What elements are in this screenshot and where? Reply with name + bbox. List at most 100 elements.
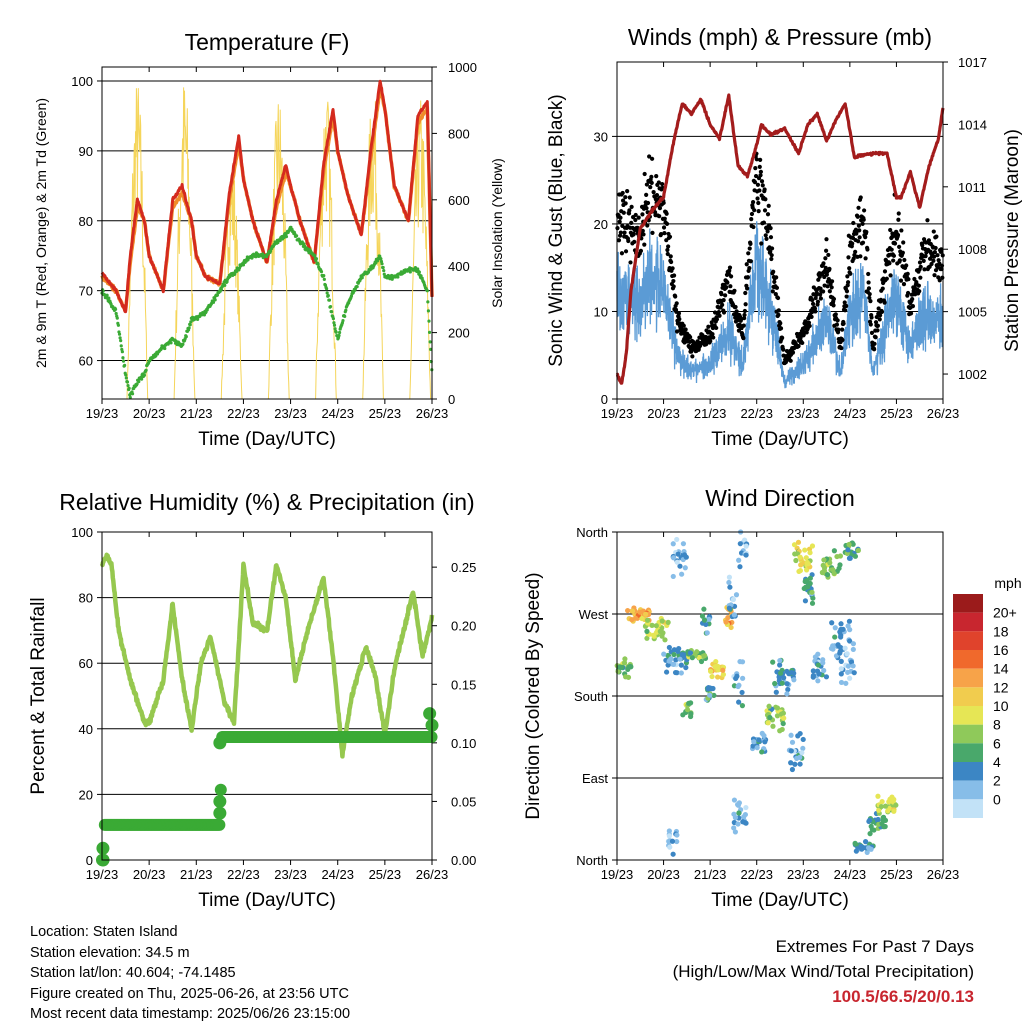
gust-point: [937, 278, 942, 283]
direction-point: [709, 673, 715, 680]
direction-point: [688, 710, 694, 717]
direction-point: [743, 552, 749, 558]
direction-point: [767, 714, 773, 721]
x-tick-label: 21/23: [180, 406, 213, 421]
gust-point: [617, 219, 622, 224]
gust-point: [644, 182, 649, 187]
gust-point: [906, 277, 911, 282]
y-tick-label: 0: [86, 853, 93, 868]
x-tick-label: 22/23: [740, 867, 773, 882]
direction-point: [835, 642, 841, 648]
gust-point: [623, 201, 628, 206]
gust-point: [704, 342, 709, 347]
gust-point: [858, 254, 863, 259]
gust-point: [650, 156, 655, 161]
dewpoint-point: [105, 293, 109, 297]
plot-frame: [616, 61, 944, 400]
dewpoint-point: [121, 356, 125, 360]
gust-point: [665, 247, 670, 253]
direction-point: [846, 555, 853, 561]
gust-point: [905, 271, 910, 276]
direction-point: [875, 793, 881, 799]
direction-point: [788, 760, 794, 766]
gust-point: [935, 253, 940, 258]
chart-title: Wind Direction: [705, 485, 855, 511]
gust-point: [714, 325, 719, 331]
direction-point: [629, 608, 636, 614]
gust-point: [749, 211, 755, 217]
direction-point: [670, 851, 676, 857]
gust-point: [878, 313, 883, 318]
dewpoint-point: [181, 342, 185, 346]
y-axis-label: Sonic Wind & Gust (Blue, Black): [546, 94, 567, 366]
direction-point: [784, 681, 790, 687]
dewpoint-point: [428, 340, 432, 344]
direction-point: [770, 659, 776, 665]
direction-point: [644, 617, 651, 623]
y2-tick-label: 0.05: [451, 794, 476, 809]
gust-point: [727, 265, 733, 270]
x-tick-label: 26/23: [927, 406, 960, 421]
dewpoint-point: [330, 310, 334, 314]
direction-point: [809, 543, 816, 549]
y-axis-label: Percent & Total Rainfall: [28, 597, 49, 794]
gust-point: [888, 273, 893, 278]
gust-point: [773, 291, 778, 297]
y-tick-label: 80: [79, 214, 93, 229]
direction-point: [842, 645, 848, 651]
direction-point: [732, 829, 738, 835]
gust-point: [851, 220, 856, 226]
gust-point: [866, 280, 871, 285]
gust-point: [671, 273, 677, 278]
y-tick-label: 100: [71, 74, 93, 89]
direction-point: [667, 844, 673, 850]
direction-point: [844, 651, 850, 657]
direction-point: [622, 656, 628, 662]
y-tick-label: 10: [594, 304, 608, 319]
direction-point: [810, 672, 817, 679]
gust-point: [747, 246, 752, 251]
direction-point: [696, 654, 702, 661]
y-tick-label: 20: [79, 787, 93, 802]
direction-point: [725, 615, 731, 621]
gust-point: [768, 249, 773, 254]
dewpoint-point: [379, 257, 383, 261]
gust-point: [869, 315, 874, 320]
direction-point: [821, 667, 827, 674]
direction-point: [726, 574, 733, 580]
direction-point: [845, 547, 851, 553]
chart-title: Winds (mph) & Pressure (mb): [628, 24, 932, 50]
y2-tick-label: 0.20: [451, 619, 476, 634]
gust-point: [867, 295, 872, 300]
extremes-subtitle: (High/Low/Max Wind/Total Precipitation): [672, 962, 974, 981]
gust-point: [892, 241, 898, 246]
dewpoint-point: [314, 257, 319, 261]
x-tick-label: 25/23: [880, 406, 913, 421]
direction-point: [802, 598, 809, 604]
direction-point: [741, 537, 748, 543]
gust-point: [880, 286, 885, 291]
gust-point: [889, 234, 895, 240]
gust-point: [835, 318, 840, 323]
gust-point: [677, 317, 682, 322]
gust-point: [744, 262, 749, 267]
gust-point: [934, 234, 939, 239]
gust-point: [756, 200, 761, 206]
dewpoint-point: [268, 249, 273, 253]
direction-point: [680, 541, 687, 547]
gust-point: [921, 258, 926, 263]
dewpoint-point: [332, 323, 337, 327]
x-axis-label: Time (Day/UTC): [711, 890, 849, 911]
gust-point: [765, 212, 771, 217]
x-tick-label: 25/23: [369, 867, 402, 882]
gust-point: [753, 173, 759, 179]
dewpoint-point: [313, 253, 317, 258]
gust-point: [620, 198, 626, 203]
direction-point: [805, 561, 811, 567]
dewpoint-point: [126, 383, 130, 388]
direction-point: [770, 723, 776, 729]
gust-point: [897, 258, 902, 263]
dewpoint-point: [124, 376, 128, 380]
gust-point: [823, 256, 828, 261]
direction-point: [837, 650, 843, 656]
